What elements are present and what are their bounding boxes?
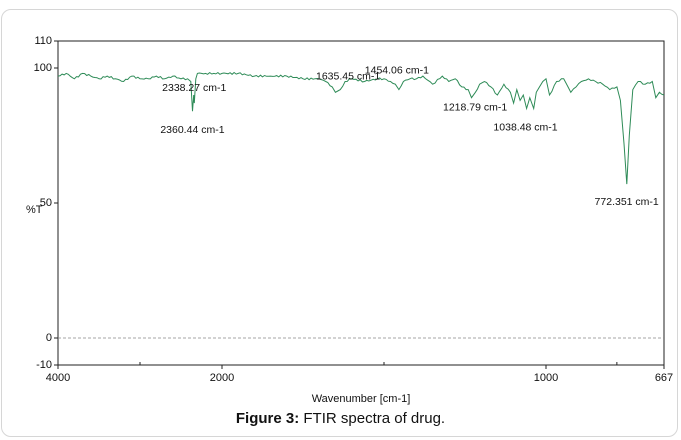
y-tick-label-0: 110 bbox=[34, 35, 52, 47]
peak-label-3: 1454.06 cm-1 bbox=[365, 65, 429, 77]
x-tick-label-2: 1000 bbox=[534, 372, 558, 384]
figure-caption: Figure 3: FTIR spectra of drug. bbox=[0, 410, 681, 427]
peak-label-2: 1635.45 cm-1 bbox=[316, 71, 380, 83]
series-line bbox=[57, 71, 665, 185]
peak-label-6: 772.351 cm-1 bbox=[595, 196, 659, 208]
peak-label-5: 1038.48 cm-1 bbox=[493, 122, 557, 134]
peak-label-4: 1218.79 cm-1 bbox=[443, 101, 507, 113]
y-tick-label-3: 0 bbox=[46, 332, 52, 344]
y-tick-label-1: 100 bbox=[34, 62, 52, 74]
caption-text: FTIR spectra of drug. bbox=[299, 410, 446, 427]
y-tick-label-2: 50 bbox=[40, 197, 52, 209]
y-axis-label: %T bbox=[26, 204, 43, 216]
plot-area bbox=[57, 40, 665, 366]
x-tick-label-3: 667 bbox=[655, 372, 673, 384]
x-axis-label: Wavenumber [cm-1] bbox=[312, 393, 411, 405]
peak-label-1: 2360.44 cm-1 bbox=[160, 124, 224, 136]
caption-label: Figure 3: bbox=[235, 410, 300, 427]
x-tick-label-1: 2000 bbox=[210, 372, 234, 384]
y-tick-label-4: -10 bbox=[36, 359, 52, 371]
x-tick-label-0: 4000 bbox=[46, 372, 70, 384]
peak-label-0: 2338.27 cm-1 bbox=[162, 82, 226, 94]
